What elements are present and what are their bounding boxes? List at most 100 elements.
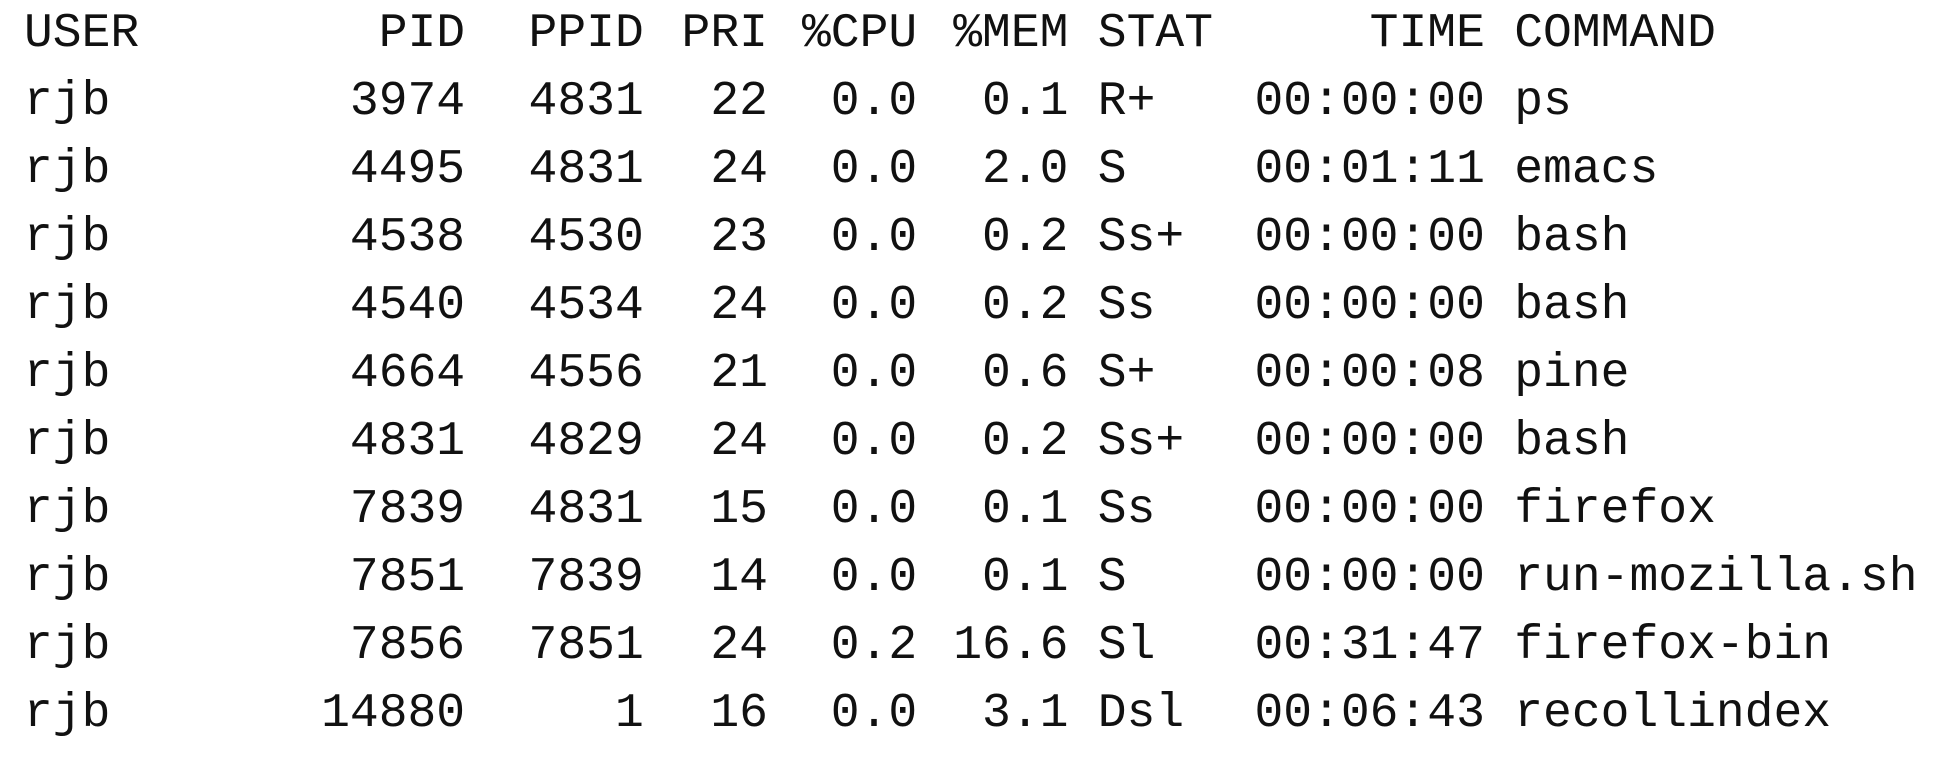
cell-ppid: 7851 [528,619,644,673]
cell-cpu: 0.0 [830,483,918,537]
cell-command: emacs [1514,143,1659,197]
cell-mem: 2.0 [982,143,1069,197]
column-header-command: COMMAND [1514,7,1716,61]
cell-user: rjb [24,415,111,469]
cell-stat: Dsl [1097,687,1185,741]
cell-pri: 22 [710,75,768,129]
table-row: rjb 3974 4831 22 0.0 0.1 R+ 00:00:00 ps [24,68,1934,136]
table-row: rjb 4495 4831 24 0.0 2.0 S 00:01:11 emac… [24,136,1934,204]
cell-ppid: 4829 [528,415,644,469]
cell-stat: S+ [1097,347,1156,401]
cell-stat: Ss [1097,279,1156,333]
column-header-stat: STAT [1097,7,1213,61]
cell-ppid: 4831 [528,75,644,129]
cell-user: rjb [24,619,111,673]
cell-time: 00:31:47 [1254,619,1485,673]
cell-pid: 7851 [349,551,466,605]
cell-pid: 14880 [321,687,466,741]
cell-cpu: 0.0 [830,687,918,741]
cell-command: ps [1514,75,1572,129]
cell-mem: 0.2 [982,415,1069,469]
cell-time: 00:00:08 [1254,347,1485,401]
cell-time: 00:00:00 [1254,211,1485,265]
cell-cpu: 0.0 [830,75,918,129]
cell-user: rjb [24,687,111,741]
cell-user: rjb [24,75,111,129]
cell-command: run-mozilla.sh [1514,551,1918,605]
cell-ppid: 4831 [528,483,644,537]
cell-command: pine [1514,347,1630,401]
table-row: rjb 4664 4556 21 0.0 0.6 S+ 00:00:08 pin… [24,340,1934,408]
cell-mem: 0.1 [982,75,1069,129]
cell-mem: 0.6 [982,347,1069,401]
cell-user: rjb [24,347,111,401]
cell-cpu: 0.0 [830,279,918,333]
cell-mem: 0.2 [982,279,1069,333]
cell-stat: Ss+ [1097,415,1185,469]
cell-pid: 7856 [349,619,466,673]
cell-time: 00:00:00 [1254,279,1485,333]
cell-pid: 4831 [349,415,466,469]
cell-user: rjb [24,211,111,265]
cell-cpu: 0.0 [830,551,918,605]
cell-time: 00:06:43 [1254,687,1485,741]
column-header-user: USER [24,7,140,61]
cell-stat: Ss [1097,483,1156,537]
cell-pid: 4495 [349,143,466,197]
cell-command: firefox-bin [1514,619,1832,673]
cell-mem: 0.2 [982,211,1069,265]
cell-stat: Ss+ [1097,211,1185,265]
cell-user: rjb [24,143,111,197]
cell-cpu: 0.0 [830,415,918,469]
table-row: rjb 4831 4829 24 0.0 0.2 Ss+ 00:00:00 ba… [24,408,1934,476]
table-row: rjb 4538 4530 23 0.0 0.2 Ss+ 00:00:00 ba… [24,204,1934,272]
column-header-pid: PID [378,7,466,61]
column-header-time: TIME [1369,7,1485,61]
cell-pid: 4540 [349,279,466,333]
cell-time: 00:00:00 [1254,483,1485,537]
cell-pid: 3974 [349,75,466,129]
terminal-output: USER PID PPID PRI %CPU %MEM STAT TIME CO… [24,0,1934,766]
cell-pri: 21 [710,347,768,401]
cell-user: rjb [24,551,111,605]
cell-command: bash [1514,211,1630,265]
cell-pri: 15 [710,483,768,537]
cell-mem: 16.6 [953,619,1069,673]
column-header-mem: %MEM [953,7,1069,61]
table-row: rjb 14880 1 16 0.0 3.1 Dsl 00:06:43 reco… [24,680,1934,748]
cell-mem: 3.1 [982,687,1069,741]
cell-pid: 7839 [349,483,466,537]
process-rows: rjb 3974 4831 22 0.0 0.1 R+ 00:00:00 ps … [24,68,1934,748]
cell-pid: 4664 [349,347,466,401]
cell-pri: 23 [710,211,768,265]
cell-stat: S [1097,143,1127,197]
process-table: USER PID PPID PRI %CPU %MEM STAT TIME CO… [24,0,1934,748]
cell-ppid: 4530 [528,211,644,265]
cell-ppid: 7839 [528,551,644,605]
table-row: rjb 7856 7851 24 0.2 16.6 Sl 00:31:47 fi… [24,612,1934,680]
cell-cpu: 0.0 [830,347,918,401]
cell-time: 00:01:11 [1254,143,1485,197]
table-row: rjb 7851 7839 14 0.0 0.1 S 00:00:00 run-… [24,544,1934,612]
cell-command: bash [1514,279,1630,333]
table-row: rjb 7839 4831 15 0.0 0.1 Ss 00:00:00 fir… [24,476,1934,544]
cell-command: firefox [1514,483,1716,537]
cell-pri: 24 [710,279,768,333]
cell-cpu: 0.0 [830,143,918,197]
cell-pri: 24 [710,619,768,673]
cell-pri: 24 [710,143,768,197]
cell-time: 00:00:00 [1254,415,1485,469]
cell-stat: R+ [1097,75,1156,129]
cell-ppid: 4556 [528,347,644,401]
cell-user: rjb [24,279,111,333]
column-header-cpu: %CPU [801,7,918,61]
cell-user: rjb [24,483,111,537]
cell-time: 00:00:00 [1254,551,1485,605]
cell-cpu: 0.2 [830,619,918,673]
cell-pri: 24 [710,415,768,469]
cell-pri: 16 [710,687,768,741]
column-header-ppid: PPID [528,7,644,61]
column-header-pri: PRI [681,7,768,61]
cell-stat: S [1097,551,1127,605]
cell-command: bash [1514,415,1630,469]
